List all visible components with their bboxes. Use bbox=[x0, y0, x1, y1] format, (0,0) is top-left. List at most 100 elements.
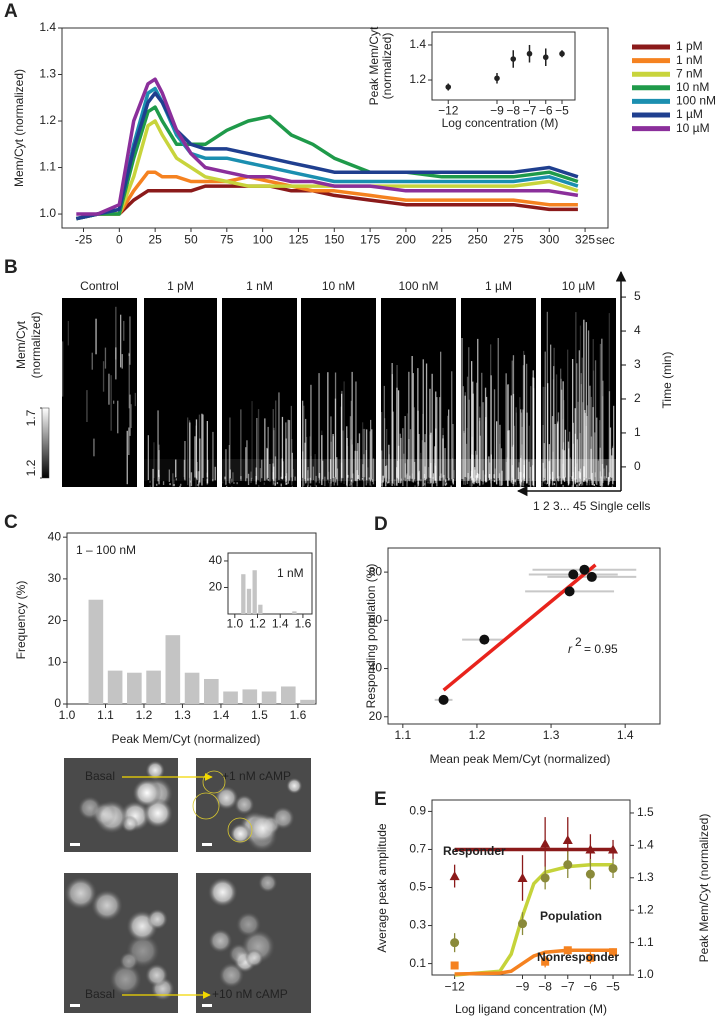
heatmap-streak bbox=[214, 466, 216, 481]
heatmap-streak bbox=[229, 417, 231, 485]
heatmap-streak bbox=[469, 458, 471, 487]
heatmap bbox=[301, 298, 376, 487]
cell bbox=[145, 963, 169, 987]
heatmap-streak bbox=[440, 351, 442, 481]
heatmap-streak bbox=[468, 347, 470, 481]
bar bbox=[252, 570, 257, 614]
heatmap-streak bbox=[175, 478, 177, 481]
heatmap-streak bbox=[511, 446, 513, 478]
heatmap-streak bbox=[414, 485, 416, 488]
point bbox=[586, 571, 597, 582]
heatmap-streak bbox=[307, 467, 309, 487]
heatmap-streak bbox=[364, 428, 366, 478]
heatmap-streak bbox=[391, 363, 393, 486]
heatmap-streak bbox=[602, 396, 604, 479]
point bbox=[526, 50, 533, 57]
heatmap-streak bbox=[452, 424, 454, 483]
bar bbox=[241, 574, 246, 614]
heatmap-streak bbox=[466, 376, 469, 484]
heatmap-streak bbox=[333, 476, 335, 486]
heatmap-streak bbox=[158, 469, 160, 478]
point bbox=[562, 834, 573, 844]
heatmap-streak bbox=[579, 325, 582, 478]
heatmap-streak bbox=[543, 443, 545, 478]
series-label: Population bbox=[540, 909, 602, 923]
heatmap-streak bbox=[466, 427, 468, 485]
heatmap-streak bbox=[240, 476, 242, 481]
cells-label: 1 2 3... 45 Single cells bbox=[533, 499, 650, 513]
heatmap-streak bbox=[256, 418, 258, 480]
colorbar-tick-label: 1.2 bbox=[24, 459, 38, 476]
heatmap-streak bbox=[579, 468, 582, 485]
heatmap-streak bbox=[519, 471, 521, 484]
heatmap-streak bbox=[612, 447, 614, 485]
heatmap-streak bbox=[134, 392, 136, 407]
cell bbox=[214, 786, 239, 810]
heatmap-streak bbox=[381, 480, 383, 487]
heatmap-streak bbox=[129, 394, 131, 436]
heatmap-streak bbox=[421, 440, 423, 487]
x-tick-label: 300 bbox=[539, 233, 559, 247]
cell bbox=[91, 801, 117, 827]
line-series bbox=[75, 86, 579, 221]
heatmap-streak bbox=[285, 476, 287, 479]
heatmap-streak bbox=[468, 399, 470, 479]
heatmap-streak bbox=[309, 485, 312, 488]
plot-frame bbox=[431, 31, 576, 101]
heatmap-streak bbox=[609, 427, 612, 478]
x-axis-label: sec bbox=[596, 233, 615, 247]
point bbox=[510, 56, 517, 62]
heatmap-streak bbox=[452, 459, 454, 482]
fit-line bbox=[442, 563, 597, 692]
point bbox=[540, 838, 551, 848]
heatmap-streak bbox=[250, 471, 252, 483]
heatmap-streak bbox=[397, 445, 400, 480]
heatmap-streak bbox=[472, 381, 474, 484]
scale-bar bbox=[70, 1004, 80, 1007]
heatmap-streak bbox=[436, 397, 438, 487]
heatmap-streak bbox=[264, 418, 266, 481]
x-tick-label: −5 bbox=[606, 980, 620, 994]
heatmap-streak bbox=[402, 428, 404, 487]
colorbar-label: Mem/Cyt bbox=[14, 320, 28, 369]
x-tick-label: 1.5 bbox=[251, 708, 268, 722]
heatmap-streak bbox=[156, 483, 158, 486]
heatmap-streak bbox=[490, 454, 492, 487]
heatmap-streak bbox=[310, 481, 313, 484]
heatmap-streak bbox=[305, 436, 308, 483]
heatmap-streak bbox=[583, 319, 585, 482]
micrograph-label: +1 nM cAMP bbox=[222, 769, 291, 783]
heatmap-streak bbox=[497, 338, 499, 479]
heatmap-streak bbox=[225, 480, 227, 486]
heatmap-streak bbox=[168, 469, 170, 482]
heatmap-streak bbox=[327, 372, 329, 480]
heatmap-streak bbox=[110, 375, 112, 431]
bar bbox=[184, 672, 200, 704]
heatmap-streak bbox=[417, 486, 419, 489]
annotation: 1 – 100 nM bbox=[76, 543, 136, 557]
heatmap-band bbox=[144, 459, 217, 481]
heatmap bbox=[62, 298, 137, 487]
heatmap-streak bbox=[476, 454, 478, 480]
heatmap-streak bbox=[266, 447, 268, 480]
heatmap-streak bbox=[517, 467, 519, 480]
heatmap-streak bbox=[544, 468, 546, 480]
heatmap-streak bbox=[572, 472, 575, 480]
heatmap-streak bbox=[599, 471, 601, 479]
bar bbox=[258, 604, 263, 614]
heatmap-streak bbox=[149, 480, 151, 483]
heatmap-streak bbox=[278, 392, 280, 480]
heatmap-streak bbox=[562, 484, 564, 487]
heatmap-streak bbox=[175, 459, 177, 478]
heatmap-streak bbox=[302, 400, 304, 478]
y2-tick-label: 1.4 bbox=[637, 838, 654, 852]
heatmap-streak bbox=[473, 478, 475, 485]
heatmap-streak bbox=[355, 381, 357, 482]
heatmap-streak bbox=[528, 461, 530, 485]
heatmap-streak bbox=[442, 427, 444, 487]
heatmap-streak bbox=[413, 461, 416, 480]
heatmap-streak bbox=[368, 477, 370, 480]
heatmap-streak bbox=[512, 355, 515, 483]
heatmap-streak bbox=[370, 484, 372, 487]
heatmap-streak bbox=[356, 451, 358, 487]
